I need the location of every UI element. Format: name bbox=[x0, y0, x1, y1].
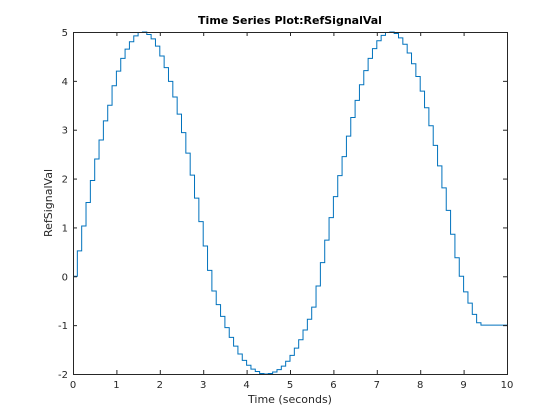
x-tick-label: 6 bbox=[330, 380, 336, 391]
y-tick-label: 3 bbox=[62, 126, 68, 137]
x-tick-label: 0 bbox=[70, 380, 76, 391]
y-tick-label: 0 bbox=[62, 272, 68, 283]
x-tick-label: 4 bbox=[243, 380, 249, 391]
x-tick-label: 8 bbox=[417, 380, 423, 391]
y-tick-label: 2 bbox=[62, 175, 68, 186]
chart-title: Time Series Plot:RefSignalVal bbox=[198, 14, 382, 27]
x-axis-ticks: 0 1 2 3 4 5 6 7 8 9 10 bbox=[70, 32, 514, 391]
x-tick-label: 7 bbox=[374, 380, 380, 391]
x-tick-label: 10 bbox=[501, 380, 514, 391]
y-axis-ticks: -2 -1 0 1 2 3 4 5 bbox=[58, 28, 507, 381]
y-axis-label: RefSignalVal bbox=[42, 169, 55, 237]
x-tick-label: 3 bbox=[200, 380, 206, 391]
x-axis-label: Time (seconds) bbox=[247, 393, 332, 406]
y-tick-label: 1 bbox=[62, 223, 68, 234]
y-tick-label: 4 bbox=[62, 77, 68, 88]
x-tick-label: 9 bbox=[460, 380, 466, 391]
y-tick-label: -1 bbox=[58, 321, 68, 332]
x-tick-label: 2 bbox=[157, 380, 163, 391]
x-tick-label: 1 bbox=[113, 380, 119, 391]
axes-background bbox=[73, 32, 507, 374]
x-tick-label: 5 bbox=[287, 380, 293, 391]
y-tick-label: 5 bbox=[62, 28, 68, 39]
y-tick-label: -2 bbox=[58, 370, 68, 381]
